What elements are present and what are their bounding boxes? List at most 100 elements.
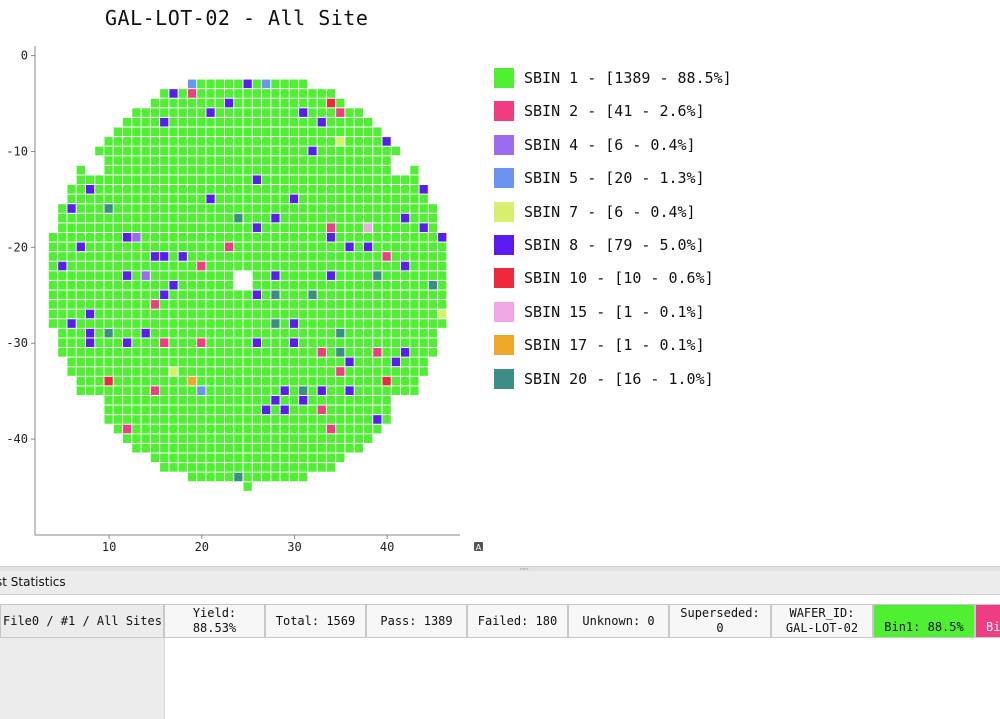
die[interactable]: [336, 434, 345, 443]
die[interactable]: [363, 405, 373, 415]
die[interactable]: [215, 194, 224, 204]
die[interactable]: [169, 348, 178, 357]
die[interactable]: [326, 156, 336, 165]
die[interactable]: [224, 376, 234, 386]
die[interactable]: [160, 376, 169, 386]
die[interactable]: [428, 319, 438, 328]
die[interactable]: [410, 223, 419, 232]
die[interactable]: [382, 137, 391, 146]
die[interactable]: [76, 271, 85, 280]
die[interactable]: [215, 348, 224, 357]
die[interactable]: [382, 328, 391, 338]
die[interactable]: [234, 405, 243, 415]
die[interactable]: [280, 405, 289, 415]
die[interactable]: [104, 146, 113, 156]
die[interactable]: [428, 309, 438, 319]
die[interactable]: [67, 204, 76, 213]
die[interactable]: [123, 252, 132, 261]
die[interactable]: [382, 415, 391, 424]
die[interactable]: [363, 223, 373, 232]
die[interactable]: [410, 175, 419, 185]
die[interactable]: [308, 434, 317, 443]
legend-item[interactable]: SBIN 17 - [1 - 0.1%]: [494, 333, 705, 357]
die[interactable]: [391, 290, 401, 300]
die[interactable]: [224, 242, 234, 252]
die[interactable]: [150, 443, 160, 453]
die[interactable]: [123, 424, 132, 434]
die[interactable]: [234, 290, 243, 300]
die[interactable]: [150, 165, 160, 175]
die[interactable]: [224, 415, 234, 424]
die[interactable]: [326, 328, 336, 338]
die[interactable]: [113, 252, 123, 261]
die[interactable]: [262, 443, 271, 453]
die[interactable]: [104, 405, 113, 415]
die[interactable]: [215, 280, 224, 290]
die[interactable]: [178, 185, 187, 194]
die[interactable]: [391, 223, 401, 232]
die[interactable]: [401, 213, 410, 223]
die[interactable]: [252, 117, 262, 127]
die[interactable]: [123, 328, 132, 338]
die[interactable]: [354, 242, 363, 252]
die[interactable]: [391, 175, 401, 185]
die[interactable]: [150, 242, 160, 252]
die[interactable]: [419, 328, 428, 338]
die[interactable]: [299, 108, 308, 117]
die[interactable]: [262, 424, 271, 434]
die[interactable]: [113, 242, 123, 252]
die[interactable]: [336, 271, 345, 280]
die[interactable]: [271, 415, 280, 424]
die[interactable]: [308, 137, 317, 146]
die[interactable]: [317, 185, 326, 194]
die[interactable]: [289, 319, 299, 328]
die[interactable]: [419, 232, 428, 242]
die[interactable]: [187, 204, 197, 213]
die[interactable]: [401, 290, 410, 300]
die[interactable]: [178, 156, 187, 165]
die[interactable]: [317, 213, 326, 223]
die[interactable]: [234, 348, 243, 357]
die[interactable]: [160, 443, 169, 453]
die[interactable]: [113, 328, 123, 338]
die[interactable]: [150, 386, 160, 395]
die[interactable]: [401, 300, 410, 309]
die[interactable]: [132, 213, 141, 223]
die[interactable]: [345, 242, 354, 252]
die[interactable]: [224, 357, 234, 367]
die[interactable]: [123, 434, 132, 443]
die[interactable]: [299, 146, 308, 156]
die[interactable]: [187, 434, 197, 443]
die[interactable]: [280, 146, 289, 156]
die[interactable]: [206, 232, 215, 242]
die[interactable]: [206, 165, 215, 175]
die[interactable]: [224, 280, 234, 290]
die[interactable]: [243, 463, 252, 472]
die[interactable]: [308, 376, 317, 386]
die[interactable]: [289, 89, 299, 98]
die[interactable]: [224, 204, 234, 213]
die[interactable]: [336, 98, 345, 108]
die[interactable]: [67, 261, 76, 271]
die[interactable]: [373, 405, 382, 415]
die[interactable]: [336, 261, 345, 271]
die[interactable]: [132, 117, 141, 127]
die[interactable]: [280, 108, 289, 117]
die[interactable]: [132, 290, 141, 300]
die[interactable]: [141, 290, 150, 300]
die[interactable]: [243, 319, 252, 328]
die[interactable]: [262, 463, 271, 472]
die[interactable]: [271, 443, 280, 453]
die[interactable]: [354, 290, 363, 300]
die[interactable]: [150, 271, 160, 280]
die[interactable]: [178, 146, 187, 156]
die[interactable]: [206, 348, 215, 357]
die[interactable]: [317, 108, 326, 117]
die[interactable]: [326, 386, 336, 395]
die[interactable]: [252, 127, 262, 137]
die[interactable]: [410, 319, 419, 328]
die[interactable]: [215, 472, 224, 482]
die[interactable]: [104, 185, 113, 194]
die[interactable]: [363, 395, 373, 405]
die[interactable]: [252, 280, 262, 290]
